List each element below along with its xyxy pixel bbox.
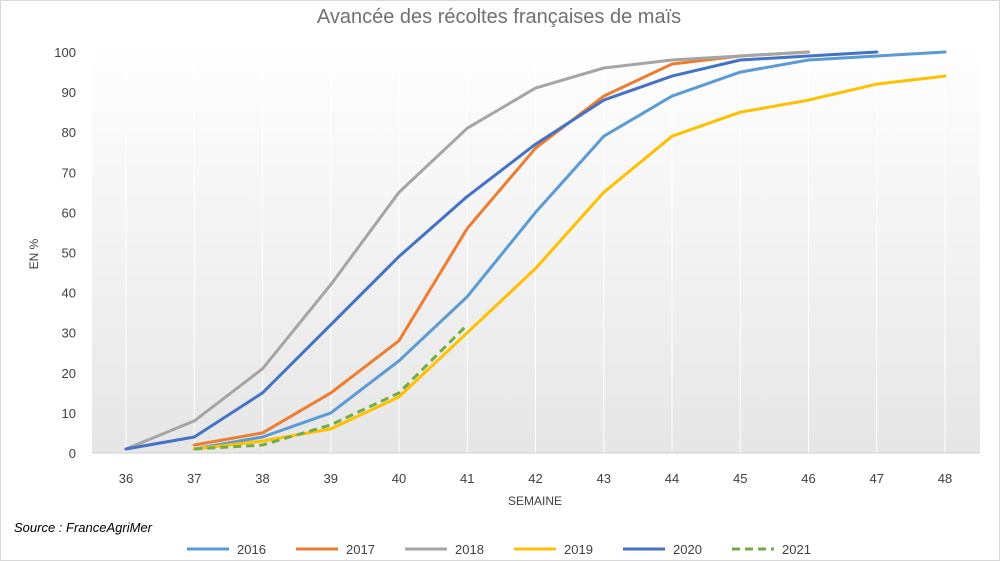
legend-label-2020: 2020	[673, 542, 702, 557]
x-tick-labels: 36 37 38 39 40 41 42 43 44 45 46 47 48	[119, 471, 952, 486]
legend-label-2017: 2017	[346, 542, 375, 557]
legend: 2016 2017 2018 2019 2020 2021	[187, 542, 811, 557]
source-note: Source : FranceAgriMer	[14, 520, 153, 535]
x-tick-label: 38	[255, 471, 269, 486]
x-tick-label: 42	[528, 471, 542, 486]
legend-label-2019: 2019	[564, 542, 593, 557]
chart-title: Avancée des récoltes françaises de maïs	[317, 6, 681, 28]
series-lines	[124, 50, 947, 451]
y-axis-label: EN %	[27, 238, 41, 269]
y-tick-label: 30	[62, 326, 76, 341]
y-tick-label: 0	[69, 446, 76, 461]
x-tick-label: 44	[665, 471, 679, 486]
x-tick-label: 39	[324, 471, 338, 486]
series-line-2020	[124, 50, 879, 451]
x-tick-label: 36	[119, 471, 133, 486]
x-tick-label: 41	[460, 471, 474, 486]
y-tick-label: 10	[62, 406, 76, 421]
x-tick-label: 40	[392, 471, 406, 486]
x-tick-label: 48	[938, 471, 952, 486]
series-line-2016	[192, 50, 947, 451]
series-line-2021	[194, 323, 469, 451]
x-axis-label: SEMAINE	[508, 494, 562, 508]
gridlines	[92, 38, 980, 454]
y-tick-label: 90	[62, 85, 76, 100]
x-tick-label: 43	[597, 471, 611, 486]
y-tick-label: 40	[62, 286, 76, 301]
y-tick-label: 50	[62, 246, 76, 261]
legend-label-2018: 2018	[455, 542, 484, 557]
y-tick-label: 20	[62, 366, 76, 381]
series-line-2017	[192, 50, 810, 447]
y-tick-label: 80	[62, 125, 76, 140]
legend-label-2021: 2021	[782, 542, 811, 557]
x-tick-label: 46	[801, 471, 815, 486]
y-tick-label: 70	[62, 165, 76, 180]
series-line-2018	[124, 50, 810, 451]
y-tick-labels: 0 10 20 30 40 50 60 70 80 90 100	[54, 45, 76, 461]
y-tick-label: 60	[62, 205, 76, 220]
x-tick-label: 37	[187, 471, 201, 486]
x-tick-label: 45	[733, 471, 747, 486]
y-tick-label: 100	[54, 45, 76, 60]
series-line-2019	[192, 74, 947, 451]
x-tick-label: 47	[870, 471, 884, 486]
legend-label-2016: 2016	[237, 542, 266, 557]
